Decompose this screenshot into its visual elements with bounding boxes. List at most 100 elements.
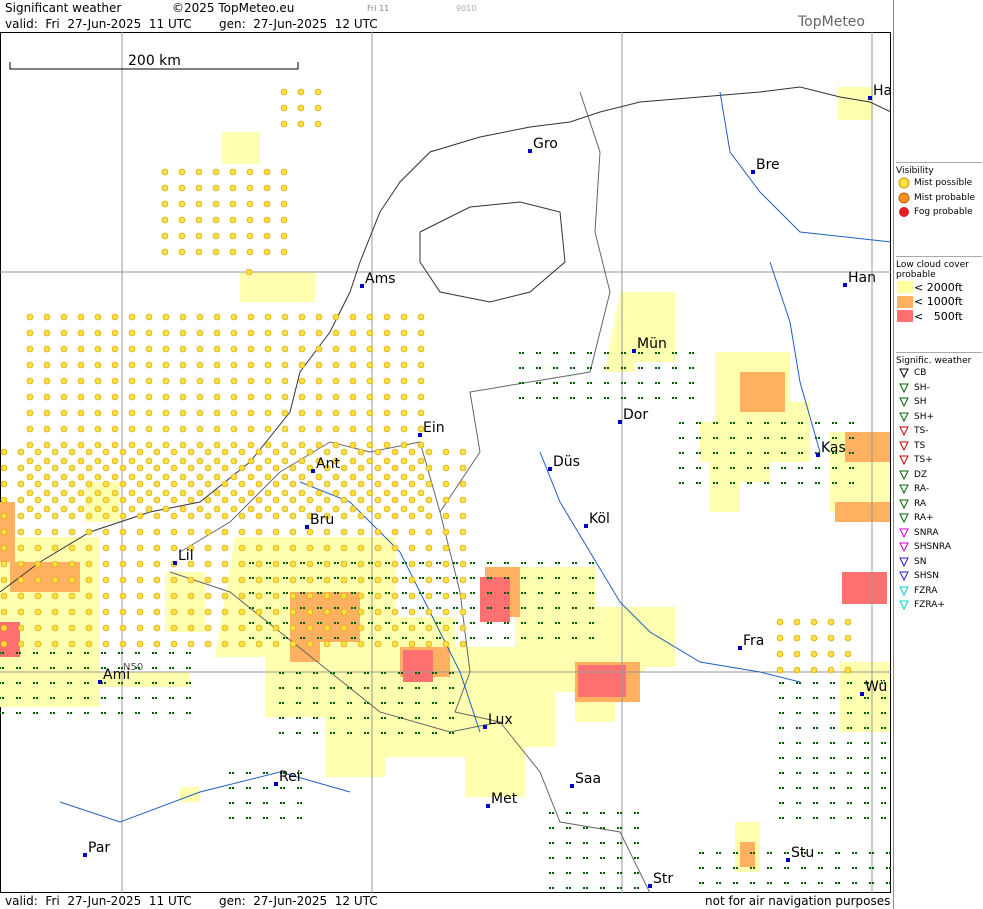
mist-symbol xyxy=(357,448,365,456)
mist-symbol xyxy=(349,345,357,353)
mist-symbol xyxy=(323,480,331,488)
mist-symbol xyxy=(374,464,382,472)
mist-symbol xyxy=(0,560,8,568)
mist-symbol xyxy=(229,168,237,176)
rain-symbol xyxy=(330,702,335,704)
legend-item: RA+ xyxy=(896,511,982,526)
rain-symbol xyxy=(186,682,191,684)
mist-symbol xyxy=(128,441,136,449)
mist-symbol xyxy=(162,425,170,433)
mist-symbol xyxy=(298,329,306,337)
mist-symbol xyxy=(17,576,25,584)
mist-symbol xyxy=(315,425,323,433)
rain-symbol xyxy=(334,592,339,594)
rain-symbol xyxy=(679,452,684,454)
mist-symbol xyxy=(272,592,280,600)
mist-symbol xyxy=(776,666,784,674)
rain-symbol xyxy=(699,852,704,854)
mist-symbol xyxy=(196,505,204,513)
mist-symbol xyxy=(255,640,263,648)
mist-symbol xyxy=(391,640,399,648)
mist-symbol xyxy=(119,496,127,504)
rain-symbol xyxy=(169,652,174,654)
mist-symbol xyxy=(255,560,263,568)
mist-symbol xyxy=(179,393,187,401)
mist-symbol xyxy=(442,592,450,600)
mist-symbol xyxy=(43,505,51,513)
mist-symbol xyxy=(111,313,119,321)
rain-symbol xyxy=(280,787,285,789)
mist-symbol xyxy=(281,505,289,513)
mist-symbol xyxy=(383,441,391,449)
mist-symbol xyxy=(255,576,263,584)
mist-symbol xyxy=(204,448,212,456)
rain-symbol xyxy=(750,882,755,884)
rain-symbol xyxy=(796,772,801,774)
mist-symbol xyxy=(306,608,314,616)
mist-symbol xyxy=(383,377,391,385)
rain-symbol xyxy=(847,742,852,744)
rain-symbol xyxy=(847,787,852,789)
rain-symbol xyxy=(186,652,191,654)
rain-symbol xyxy=(572,607,577,609)
mist-symbol xyxy=(51,592,59,600)
city-label: Stu xyxy=(791,845,814,861)
mist-symbol xyxy=(145,313,153,321)
mist-symbol xyxy=(459,624,467,632)
rain-symbol xyxy=(572,592,577,594)
mist-symbol xyxy=(85,512,93,520)
mist-symbol xyxy=(417,473,425,481)
rain-symbol xyxy=(716,882,721,884)
rain-symbol xyxy=(781,452,786,454)
mist-symbol xyxy=(366,329,374,337)
mist-symbol xyxy=(119,560,127,568)
mist-symbol xyxy=(289,464,297,472)
mist-symbol xyxy=(459,544,467,552)
rain-symbol xyxy=(283,592,288,594)
mist-symbol xyxy=(60,441,68,449)
mist-symbol xyxy=(315,345,323,353)
mist-symbol xyxy=(145,489,153,497)
rain-symbol xyxy=(263,787,268,789)
legend-icon xyxy=(897,295,913,308)
city-label: Met xyxy=(491,791,518,807)
rain-symbol xyxy=(779,682,784,684)
mist-symbol xyxy=(340,576,348,584)
mist-symbol xyxy=(281,425,289,433)
mist-symbol xyxy=(77,425,85,433)
rain-symbol xyxy=(67,697,72,699)
legend-label: CB xyxy=(914,368,927,379)
legend-label: SN xyxy=(914,556,927,567)
mist-symbol xyxy=(196,393,204,401)
copyright: ©2025 TopMeteo.eu xyxy=(172,1,295,15)
rain-symbol xyxy=(536,397,541,399)
rain-symbol xyxy=(186,712,191,714)
mist-symbol xyxy=(417,345,425,353)
mist-symbol xyxy=(178,200,186,208)
rain-symbol xyxy=(655,352,660,354)
rain-symbol xyxy=(813,757,818,759)
rain-symbol xyxy=(538,592,543,594)
legend-icon xyxy=(898,177,910,189)
legend-icon xyxy=(899,499,909,509)
mist-symbol xyxy=(51,464,59,472)
mist-symbol xyxy=(0,512,8,520)
mist-symbol xyxy=(102,512,110,520)
mist-symbol xyxy=(264,329,272,337)
rain-symbol xyxy=(549,827,554,829)
mist-symbol xyxy=(425,464,433,472)
mist-symbol xyxy=(17,512,25,520)
rain-symbol xyxy=(617,842,622,844)
rain-symbol xyxy=(679,437,684,439)
rain-symbol xyxy=(634,842,639,844)
mist-symbol xyxy=(442,560,450,568)
rain-symbol xyxy=(33,682,38,684)
mist-symbol xyxy=(246,168,254,176)
mist-symbol xyxy=(306,624,314,632)
rain-symbol xyxy=(249,637,254,639)
mist-symbol xyxy=(357,608,365,616)
mist-symbol xyxy=(43,345,51,353)
rain-symbol xyxy=(818,852,823,854)
rain-symbol xyxy=(368,577,373,579)
mist-symbol xyxy=(213,345,221,353)
